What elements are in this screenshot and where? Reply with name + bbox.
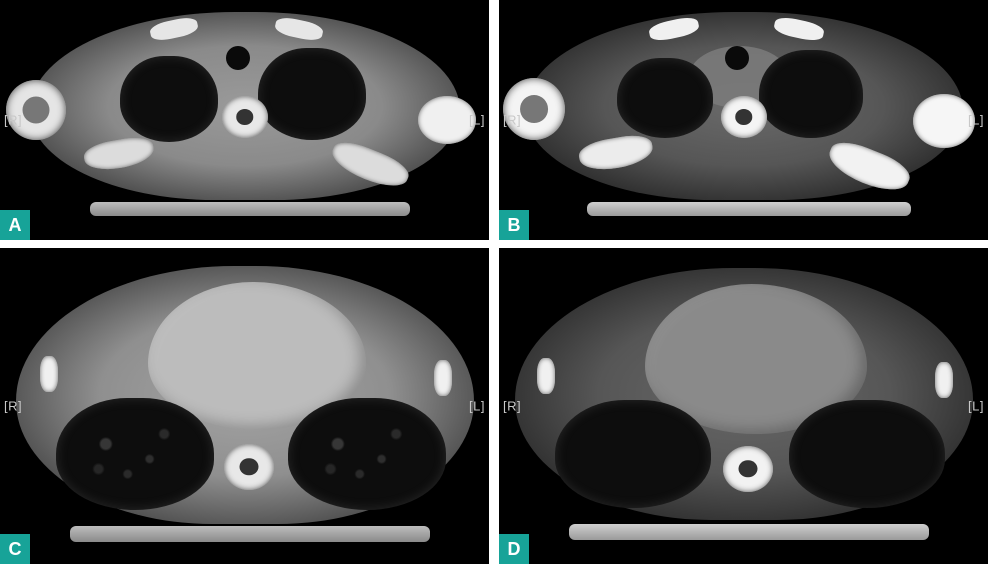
ct-table (90, 202, 410, 216)
panel-a: [R] [L] A (0, 0, 489, 240)
right-humeral-head (503, 78, 565, 140)
vertebral-body (224, 444, 274, 490)
side-marker-left: [L] (469, 113, 485, 128)
side-marker-left: [L] (968, 113, 984, 128)
vertebral-body (222, 96, 268, 138)
ct-scan-d (499, 248, 988, 564)
ct-table (569, 524, 929, 540)
side-marker-left: [L] (469, 399, 485, 414)
ct-table (70, 526, 430, 542)
left-lung-base (288, 398, 446, 510)
side-marker-right: [R] (503, 113, 521, 128)
ct-table (587, 202, 911, 216)
left-humeral-head (913, 94, 975, 148)
vertebral-body (723, 446, 773, 492)
vertebral-body (721, 96, 767, 138)
figure-grid: [R] [L] A [R] [L] B (0, 0, 988, 564)
left-lung-apex (759, 50, 863, 138)
rib-left (434, 360, 452, 396)
ct-scan-b (499, 0, 988, 240)
side-marker-right: [R] (4, 113, 22, 128)
panel-label-d: D (499, 534, 529, 564)
rib-right (40, 356, 58, 392)
panel-d: [R] [L] D (499, 248, 988, 564)
side-marker-left: [L] (968, 399, 984, 414)
panel-c: [R] [L] C (0, 248, 489, 564)
side-marker-right: [R] (4, 399, 22, 414)
right-humeral-head (6, 80, 66, 140)
left-lung-apex (258, 48, 366, 140)
trachea (725, 46, 749, 70)
trachea (226, 46, 250, 70)
right-lung-apex (120, 56, 218, 142)
left-humeral-head (418, 96, 476, 144)
right-lung-base (555, 400, 711, 508)
panel-label-c: C (0, 534, 30, 564)
panel-b: [R] [L] B (499, 0, 988, 240)
panel-label-a: A (0, 210, 30, 240)
panel-label-b: B (499, 210, 529, 240)
left-lung-base (789, 400, 945, 508)
ct-scan-a (0, 0, 489, 240)
rib-right (537, 358, 555, 394)
side-marker-right: [R] (503, 399, 521, 414)
right-lung-apex (617, 58, 713, 138)
right-lung-base (56, 398, 214, 510)
ct-scan-c (0, 248, 489, 564)
rib-left (935, 362, 953, 398)
